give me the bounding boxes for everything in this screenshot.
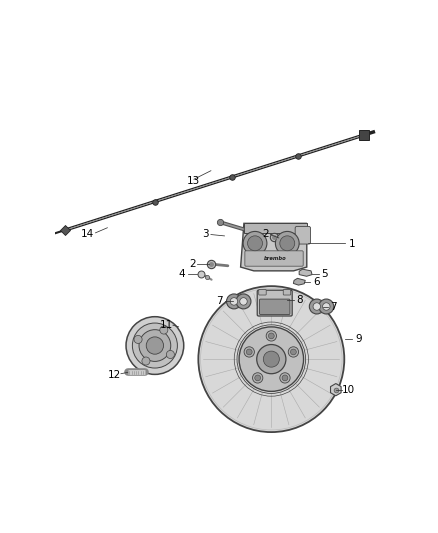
Polygon shape [331,384,341,396]
Text: 6: 6 [313,277,319,287]
Polygon shape [293,278,305,285]
Text: 14: 14 [80,229,94,239]
Circle shape [126,317,184,374]
Text: 1: 1 [349,239,355,249]
FancyBboxPatch shape [295,227,311,244]
Circle shape [322,303,330,310]
Circle shape [243,231,267,255]
Polygon shape [240,223,307,271]
Circle shape [244,347,254,357]
Circle shape [253,373,263,383]
Circle shape [236,294,251,309]
Circle shape [288,347,299,357]
Circle shape [230,297,238,305]
Text: 4: 4 [179,269,185,279]
Text: 5: 5 [321,269,328,279]
Text: 3: 3 [202,229,209,239]
Text: 8: 8 [296,295,303,305]
Circle shape [226,294,241,309]
Circle shape [290,349,296,355]
FancyBboxPatch shape [283,289,291,295]
Circle shape [146,337,163,354]
Circle shape [166,350,174,359]
Circle shape [239,327,304,391]
Text: 12: 12 [107,370,121,380]
Circle shape [313,303,321,310]
Text: 9: 9 [355,334,362,344]
FancyBboxPatch shape [245,251,303,266]
Text: 7: 7 [330,302,336,311]
FancyBboxPatch shape [259,289,266,295]
Circle shape [309,299,324,314]
Circle shape [255,375,261,381]
Text: 2: 2 [262,229,268,239]
Polygon shape [244,223,307,233]
Polygon shape [299,269,312,276]
Circle shape [280,373,290,383]
Circle shape [240,297,247,305]
Circle shape [246,349,252,355]
Circle shape [139,330,171,361]
Circle shape [132,323,177,368]
Circle shape [319,299,334,314]
Circle shape [276,231,299,255]
Circle shape [257,344,286,374]
Circle shape [268,333,274,339]
Text: 2: 2 [189,259,195,269]
Circle shape [134,335,142,343]
FancyBboxPatch shape [257,290,292,316]
FancyBboxPatch shape [259,299,290,314]
Circle shape [198,286,344,432]
Text: 13: 13 [187,176,201,186]
Text: brembo: brembo [264,256,287,261]
Circle shape [142,357,150,365]
Circle shape [282,375,288,381]
Circle shape [263,351,279,367]
Text: 10: 10 [342,385,355,394]
Text: 11: 11 [160,320,173,330]
Text: 7: 7 [216,296,223,306]
Circle shape [247,236,262,251]
Circle shape [160,326,168,334]
Circle shape [280,236,295,251]
Circle shape [266,331,276,341]
